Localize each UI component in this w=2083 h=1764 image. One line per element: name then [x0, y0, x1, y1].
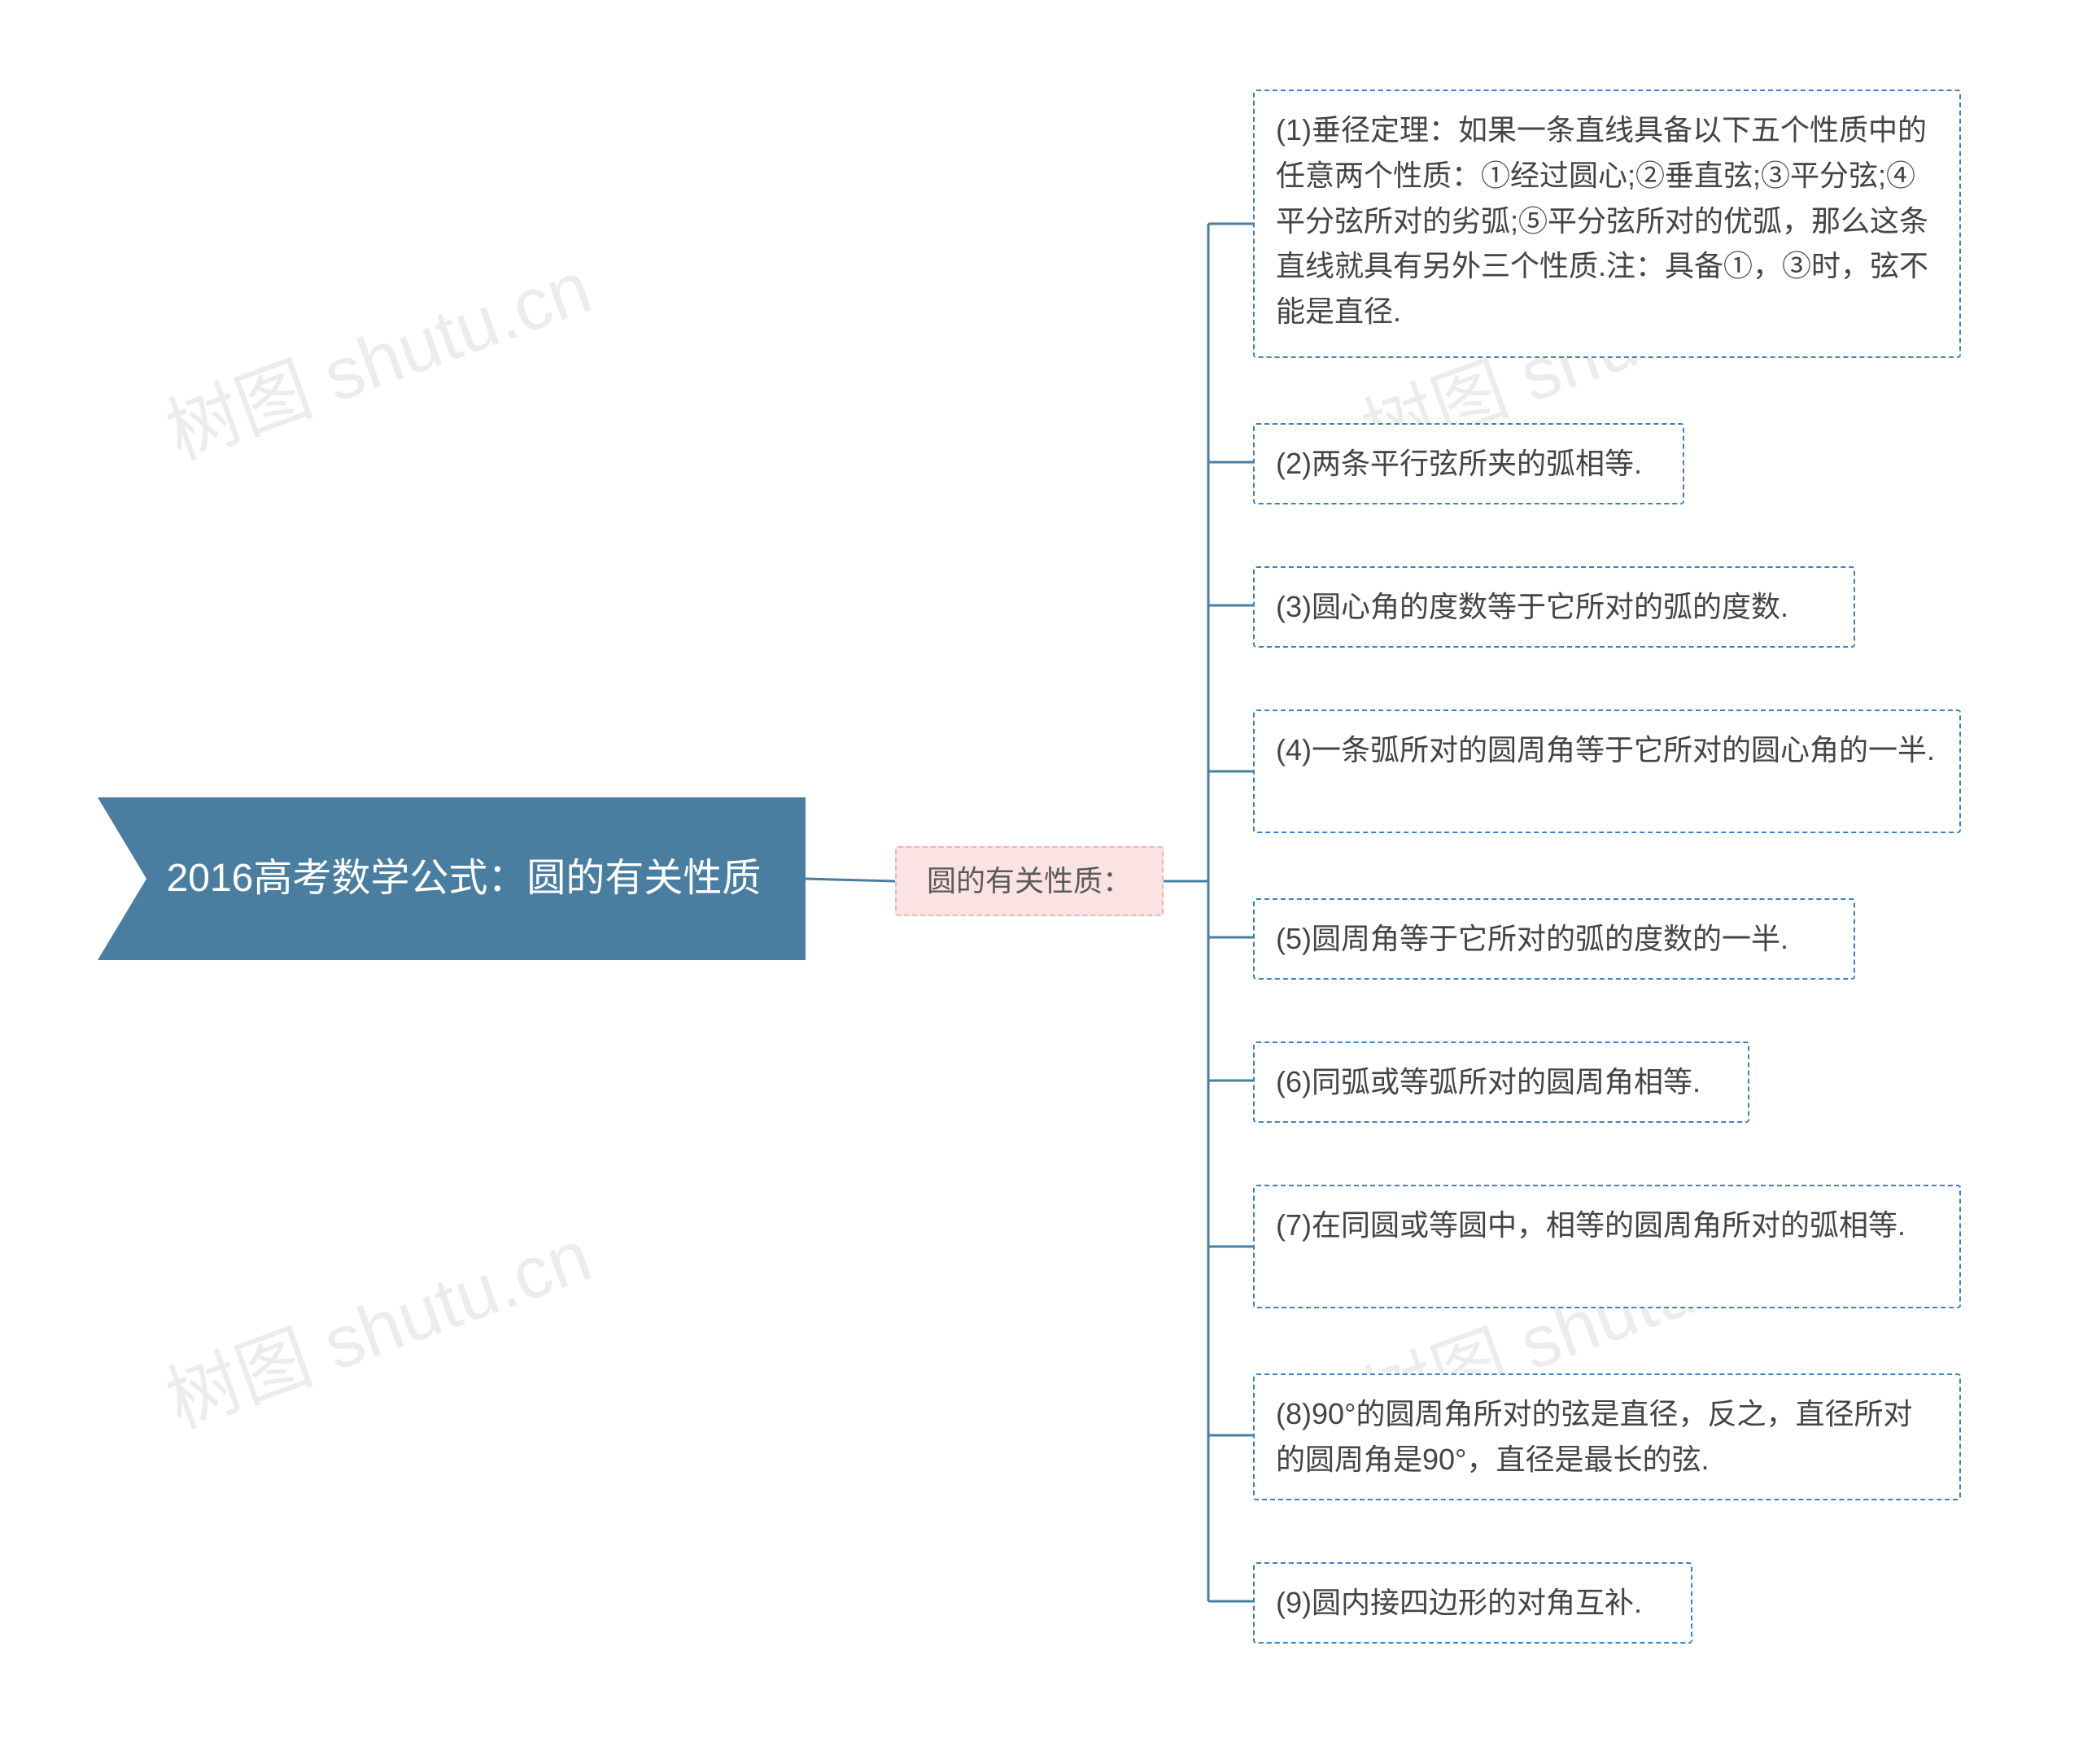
leaf-label: (9)圆内接四边形的对角互补. — [1276, 1586, 1642, 1619]
leaf-node[interactable]: (1)垂径定理：如果一条直线具备以下五个性质中的任意两个性质：①经过圆心;②垂直… — [1253, 90, 1961, 358]
leaf-node[interactable]: (9)圆内接四边形的对角互补. — [1253, 1562, 1692, 1644]
leaf-node[interactable]: (7)在同圆或等圆中，相等的圆周角所对的弧相等. — [1253, 1185, 1961, 1308]
leaf-node[interactable]: (3)圆心角的度数等于它所对的弧的度数. — [1253, 566, 1855, 648]
root-node[interactable]: 2016高考数学公式：圆的有关性质 — [98, 797, 806, 960]
leaf-label: (5)圆周角等于它所对的弧的度数的一半. — [1276, 922, 1788, 955]
leaf-node[interactable]: (6)同弧或等弧所对的圆周角相等. — [1253, 1041, 1749, 1123]
watermark: 树图 shutu.cn — [150, 1197, 603, 1448]
leaf-node[interactable]: (8)90°的圆周角所对的弦是直径，反之，直径所对的圆周角是90°，直径是最长的… — [1253, 1373, 1961, 1500]
subtopic-node[interactable]: 圆的有关性质： — [895, 846, 1164, 916]
leaf-label: (8)90°的圆周角所对的弦是直径，反之，直径所对的圆周角是90°，直径是最长的… — [1276, 1397, 1912, 1476]
leaf-label: (1)垂径定理：如果一条直线具备以下五个性质中的任意两个性质：①经过圆心;②垂直… — [1276, 113, 1928, 328]
leaf-label: (2)两条平行弦所夹的弧相等. — [1276, 447, 1642, 480]
leaf-node[interactable]: (4)一条弧所对的圆周角等于它所对的圆心角的一半. — [1253, 710, 1961, 833]
leaf-node[interactable]: (5)圆周角等于它所对的弧的度数的一半. — [1253, 898, 1855, 980]
subtopic-label: 圆的有关性质： — [927, 859, 1132, 903]
watermark: 树图 shutu.cn — [150, 229, 603, 480]
leaf-label: (4)一条弧所对的圆周角等于它所对的圆心角的一半. — [1276, 733, 1935, 766]
root-node-label: 2016高考数学公式：圆的有关性质 — [167, 849, 762, 908]
leaf-node[interactable]: (2)两条平行弦所夹的弧相等. — [1253, 423, 1684, 504]
leaf-label: (6)同弧或等弧所对的圆周角相等. — [1276, 1065, 1701, 1098]
leaf-label: (7)在同圆或等圆中，相等的圆周角所对的弧相等. — [1276, 1208, 1906, 1242]
leaf-label: (3)圆心角的度数等于它所对的弧的度数. — [1276, 590, 1788, 623]
